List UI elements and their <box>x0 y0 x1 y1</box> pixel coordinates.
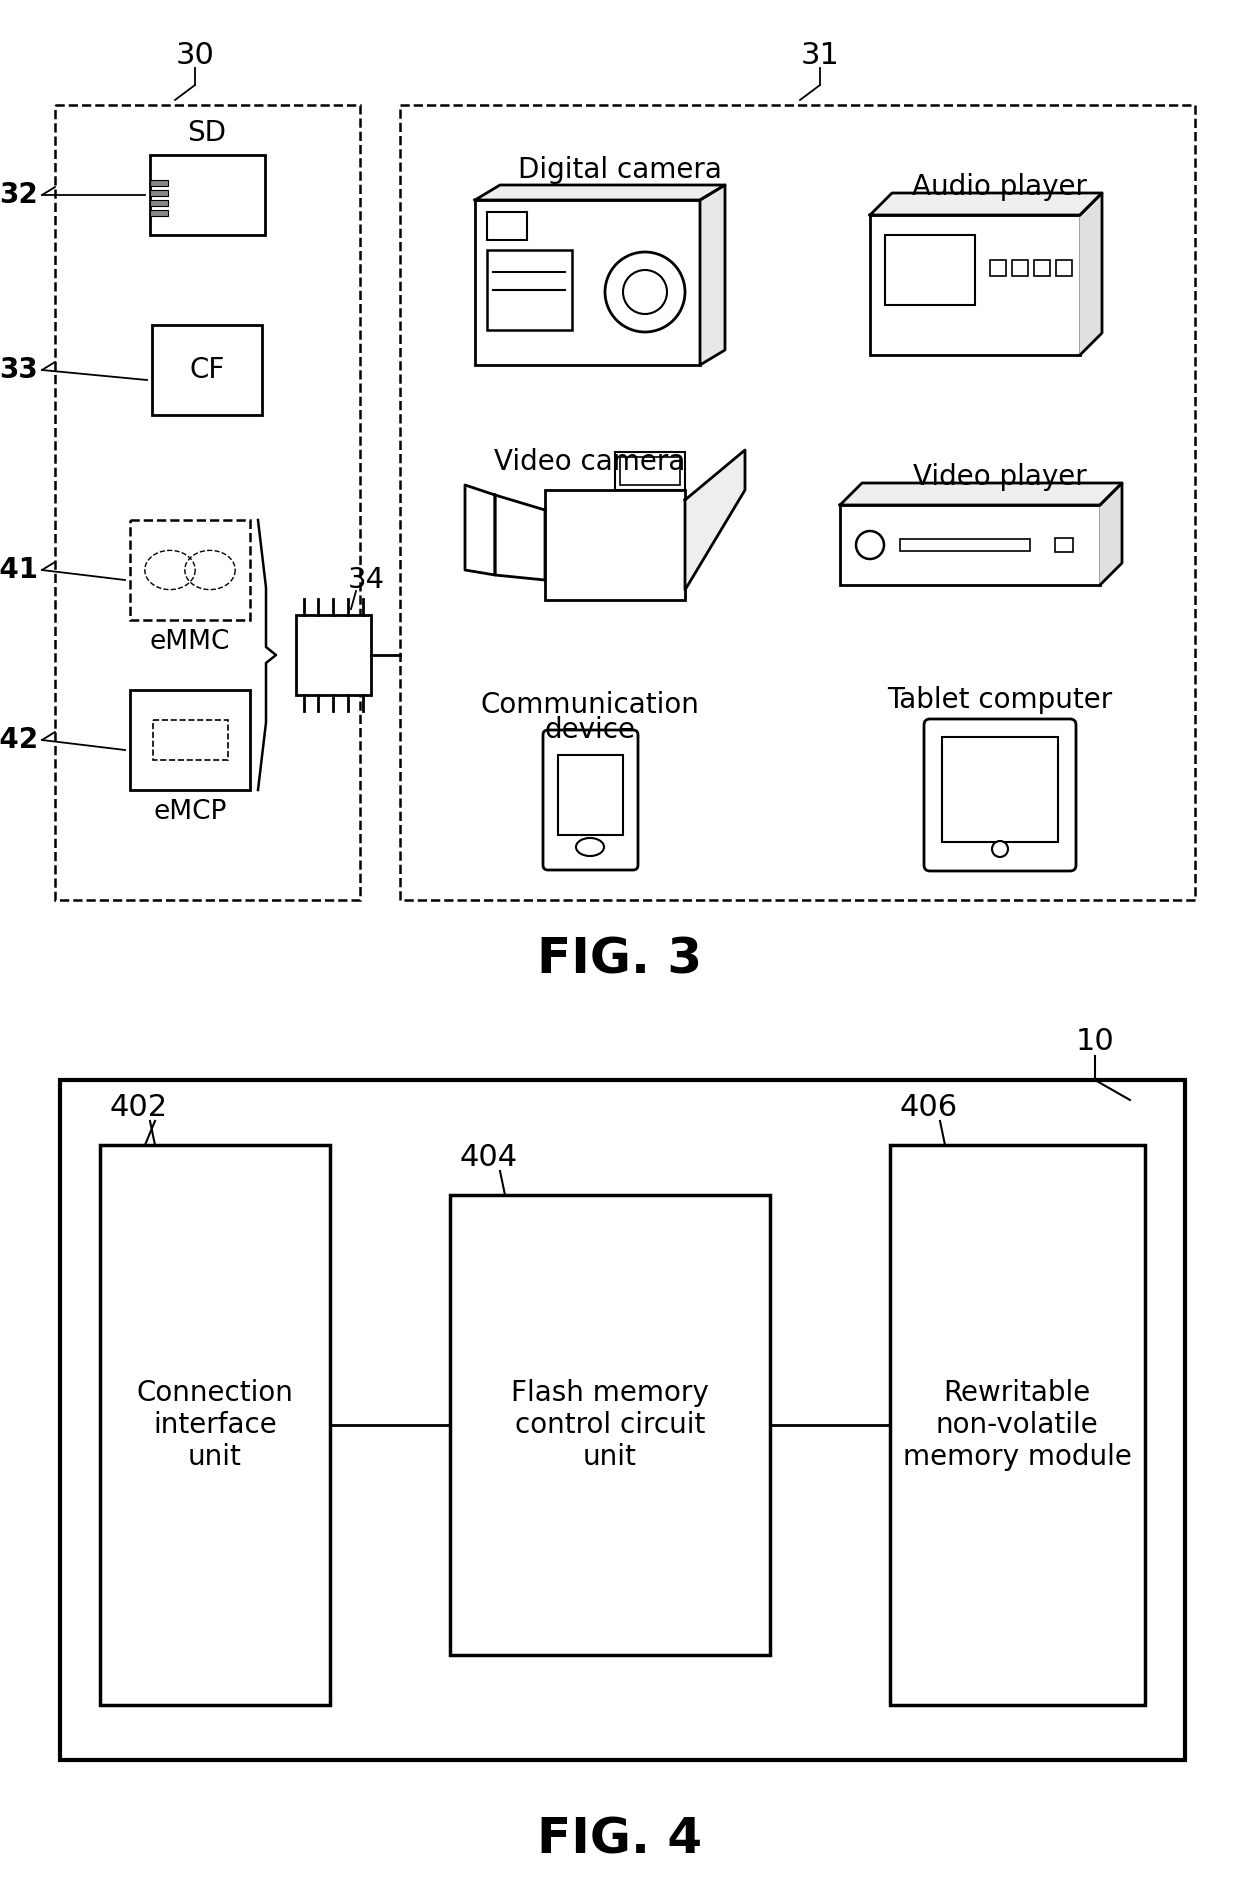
Bar <box>401 104 1195 899</box>
Bar <box>487 212 527 240</box>
Circle shape <box>605 252 684 331</box>
Bar <box>890 1145 1145 1706</box>
Ellipse shape <box>577 839 604 856</box>
Bar <box>150 155 265 235</box>
Text: 341: 341 <box>0 557 38 585</box>
Bar <box>130 691 250 789</box>
Text: Tablet computer: Tablet computer <box>888 685 1112 714</box>
Polygon shape <box>701 186 725 365</box>
Bar <box>558 755 622 835</box>
Text: CF: CF <box>190 356 224 384</box>
Bar <box>546 490 684 600</box>
Bar <box>150 210 167 216</box>
Bar <box>475 201 701 365</box>
Text: Flash memory
control circuit
unit: Flash memory control circuit unit <box>511 1378 709 1471</box>
Text: FIG. 4: FIG. 4 <box>537 1815 703 1865</box>
Polygon shape <box>870 193 1102 216</box>
Polygon shape <box>684 451 745 591</box>
Bar <box>942 736 1058 842</box>
Circle shape <box>992 840 1008 858</box>
Bar <box>839 505 1100 585</box>
Bar <box>1034 259 1050 276</box>
Text: device: device <box>544 716 635 744</box>
Bar <box>620 456 680 485</box>
Bar <box>60 1081 1185 1760</box>
Bar <box>55 104 360 899</box>
Polygon shape <box>839 483 1122 505</box>
Text: eMMC: eMMC <box>150 628 231 655</box>
Bar <box>153 719 228 759</box>
Bar <box>900 540 1030 551</box>
Polygon shape <box>465 485 495 575</box>
Text: Video camera: Video camera <box>495 449 686 475</box>
Bar <box>487 250 572 329</box>
Polygon shape <box>1080 193 1102 356</box>
Bar <box>100 1145 330 1706</box>
Text: Video player: Video player <box>913 464 1087 490</box>
Text: eMCP: eMCP <box>154 799 227 825</box>
Bar <box>450 1194 770 1654</box>
Text: 34: 34 <box>347 566 384 594</box>
Text: FIG. 3: FIG. 3 <box>537 935 703 984</box>
Polygon shape <box>475 186 725 201</box>
Text: 31: 31 <box>801 40 839 70</box>
Text: Connection
interface
unit: Connection interface unit <box>136 1378 294 1471</box>
Bar <box>1055 538 1073 553</box>
Text: 33: 33 <box>0 356 38 384</box>
Bar <box>870 216 1080 356</box>
Bar <box>1056 259 1073 276</box>
Text: 402: 402 <box>110 1092 169 1121</box>
Bar <box>130 521 250 621</box>
Text: SD: SD <box>187 119 227 148</box>
Circle shape <box>856 532 884 558</box>
Text: Digital camera: Digital camera <box>518 155 722 184</box>
Text: 404: 404 <box>460 1143 518 1172</box>
Text: Communication: Communication <box>481 691 699 719</box>
Bar <box>150 201 167 206</box>
Text: 342: 342 <box>0 727 38 753</box>
Bar <box>153 326 262 415</box>
Text: 32: 32 <box>0 182 38 208</box>
Text: Audio player: Audio player <box>913 172 1087 201</box>
FancyBboxPatch shape <box>924 719 1076 871</box>
Bar <box>1012 259 1028 276</box>
Text: 30: 30 <box>176 40 215 70</box>
FancyBboxPatch shape <box>543 731 639 871</box>
Polygon shape <box>1100 483 1122 585</box>
Bar <box>150 189 167 197</box>
Bar <box>885 235 975 305</box>
Bar <box>990 259 1006 276</box>
Bar <box>150 180 167 186</box>
Text: Rewritable
non-volatile
memory module: Rewritable non-volatile memory module <box>903 1378 1131 1471</box>
Text: 406: 406 <box>900 1092 959 1121</box>
Bar <box>296 615 371 695</box>
Circle shape <box>622 271 667 314</box>
Bar <box>615 452 684 490</box>
Text: 10: 10 <box>1075 1028 1115 1056</box>
